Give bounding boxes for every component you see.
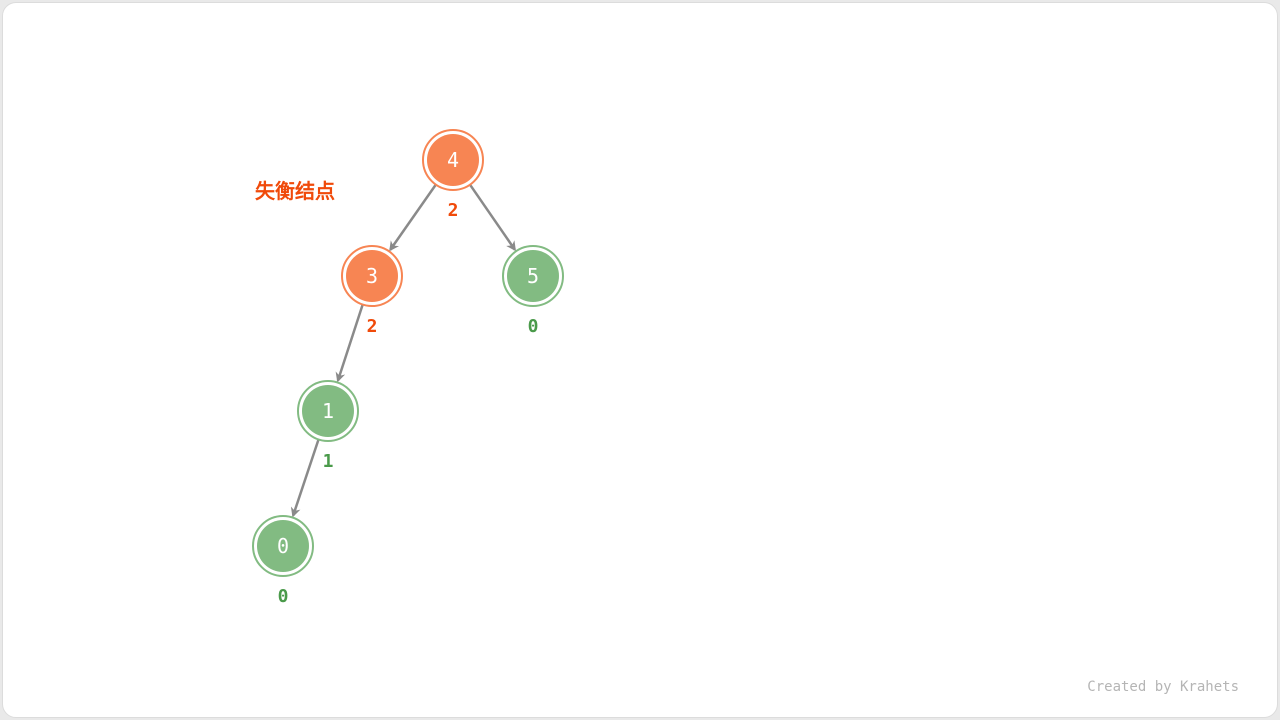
node-value: 0 (277, 534, 289, 558)
edge-4-3 (389, 183, 437, 252)
balance-factor: 2 (367, 316, 378, 337)
balance-factor: 0 (528, 316, 539, 337)
balance-factor: 2 (448, 200, 459, 221)
balance-factor: 0 (278, 586, 289, 607)
credit-text: Created by Krahets (1087, 679, 1239, 695)
edge-1-0 (290, 439, 320, 518)
node-value: 1 (322, 399, 334, 423)
node-value: 5 (527, 264, 539, 288)
avl-tree: 失衡结点 4 2 3 2 5 0 1 1 0 0 (252, 129, 564, 607)
tree-node-4 (427, 134, 479, 186)
unbalanced-node-label: 失衡结点 (255, 179, 335, 203)
node-value: 4 (447, 148, 459, 172)
balance-factor: 1 (323, 451, 334, 472)
tree-node-0 (257, 520, 309, 572)
node-value: 3 (366, 264, 378, 288)
tree-node-3 (346, 250, 398, 302)
tree-node-5 (507, 250, 559, 302)
edge-4-5 (469, 183, 516, 252)
tree-node-1 (302, 385, 354, 437)
edge-3-1 (335, 304, 364, 383)
